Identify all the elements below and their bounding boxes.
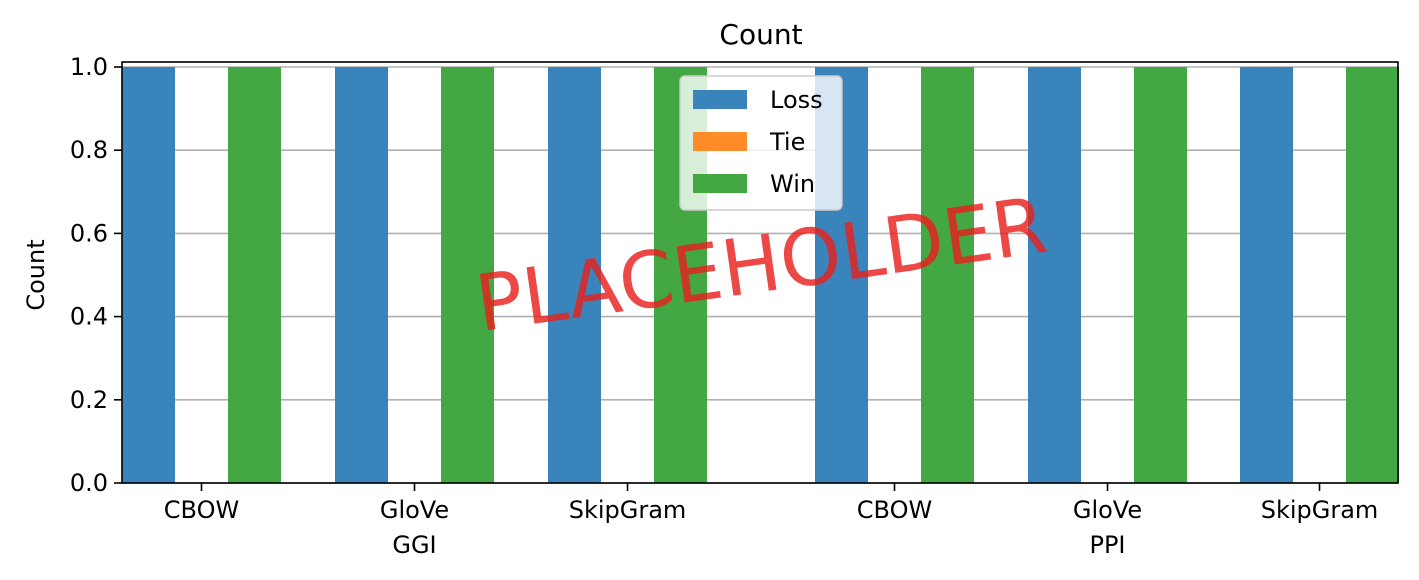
- legend-label-tie: Tie: [769, 128, 805, 156]
- plot-frame: [121, 61, 1399, 484]
- bar-win: [441, 67, 494, 483]
- x-tick-label: SkipGram: [569, 496, 687, 524]
- legend-swatch-loss: [693, 90, 747, 109]
- legend-label-loss: Loss: [770, 86, 823, 114]
- x-tick-label: SkipGram: [1261, 496, 1379, 524]
- y-tick-label: 0.4: [70, 303, 108, 331]
- x-tick-label: CBOW: [164, 496, 239, 524]
- ticks: 0.0 0.2 0.4 0.6 0.8 1.0 CBOW GloVe SkipGram CBOW G…: [70, 53, 1378, 559]
- bar-loss: [1028, 67, 1081, 483]
- legend: Loss Tie Win: [679, 75, 843, 211]
- bar-win: [228, 67, 281, 483]
- y-tick-label: 0.6: [70, 219, 108, 247]
- y-tick-label: 0.2: [70, 386, 108, 414]
- group-label: GGI: [392, 531, 436, 559]
- legend-swatch-win: [693, 174, 747, 193]
- legend-swatch-tie: [693, 132, 747, 151]
- bar-win: [1134, 67, 1187, 483]
- chart-title: Count: [719, 18, 802, 51]
- y-axis-label: Count: [22, 239, 50, 310]
- x-tick-label: CBOW: [857, 496, 932, 524]
- bar-loss: [122, 67, 175, 483]
- x-tick-label: GloVe: [1073, 496, 1142, 524]
- bar-loss: [335, 67, 388, 483]
- bar-win: [921, 67, 974, 483]
- group-label: PPI: [1089, 531, 1125, 559]
- legend-label-win: Win: [770, 170, 815, 198]
- bar-loss: [548, 67, 601, 483]
- axes: [121, 61, 1399, 484]
- bar-win: [1346, 67, 1399, 483]
- y-tick-label: 0.0: [70, 469, 108, 497]
- x-tick-label: GloVe: [380, 496, 449, 524]
- bar-loss: [1240, 67, 1293, 483]
- y-tick-label: 1.0: [70, 53, 108, 81]
- y-tick-label: 0.8: [70, 136, 108, 164]
- bars: [122, 67, 1399, 483]
